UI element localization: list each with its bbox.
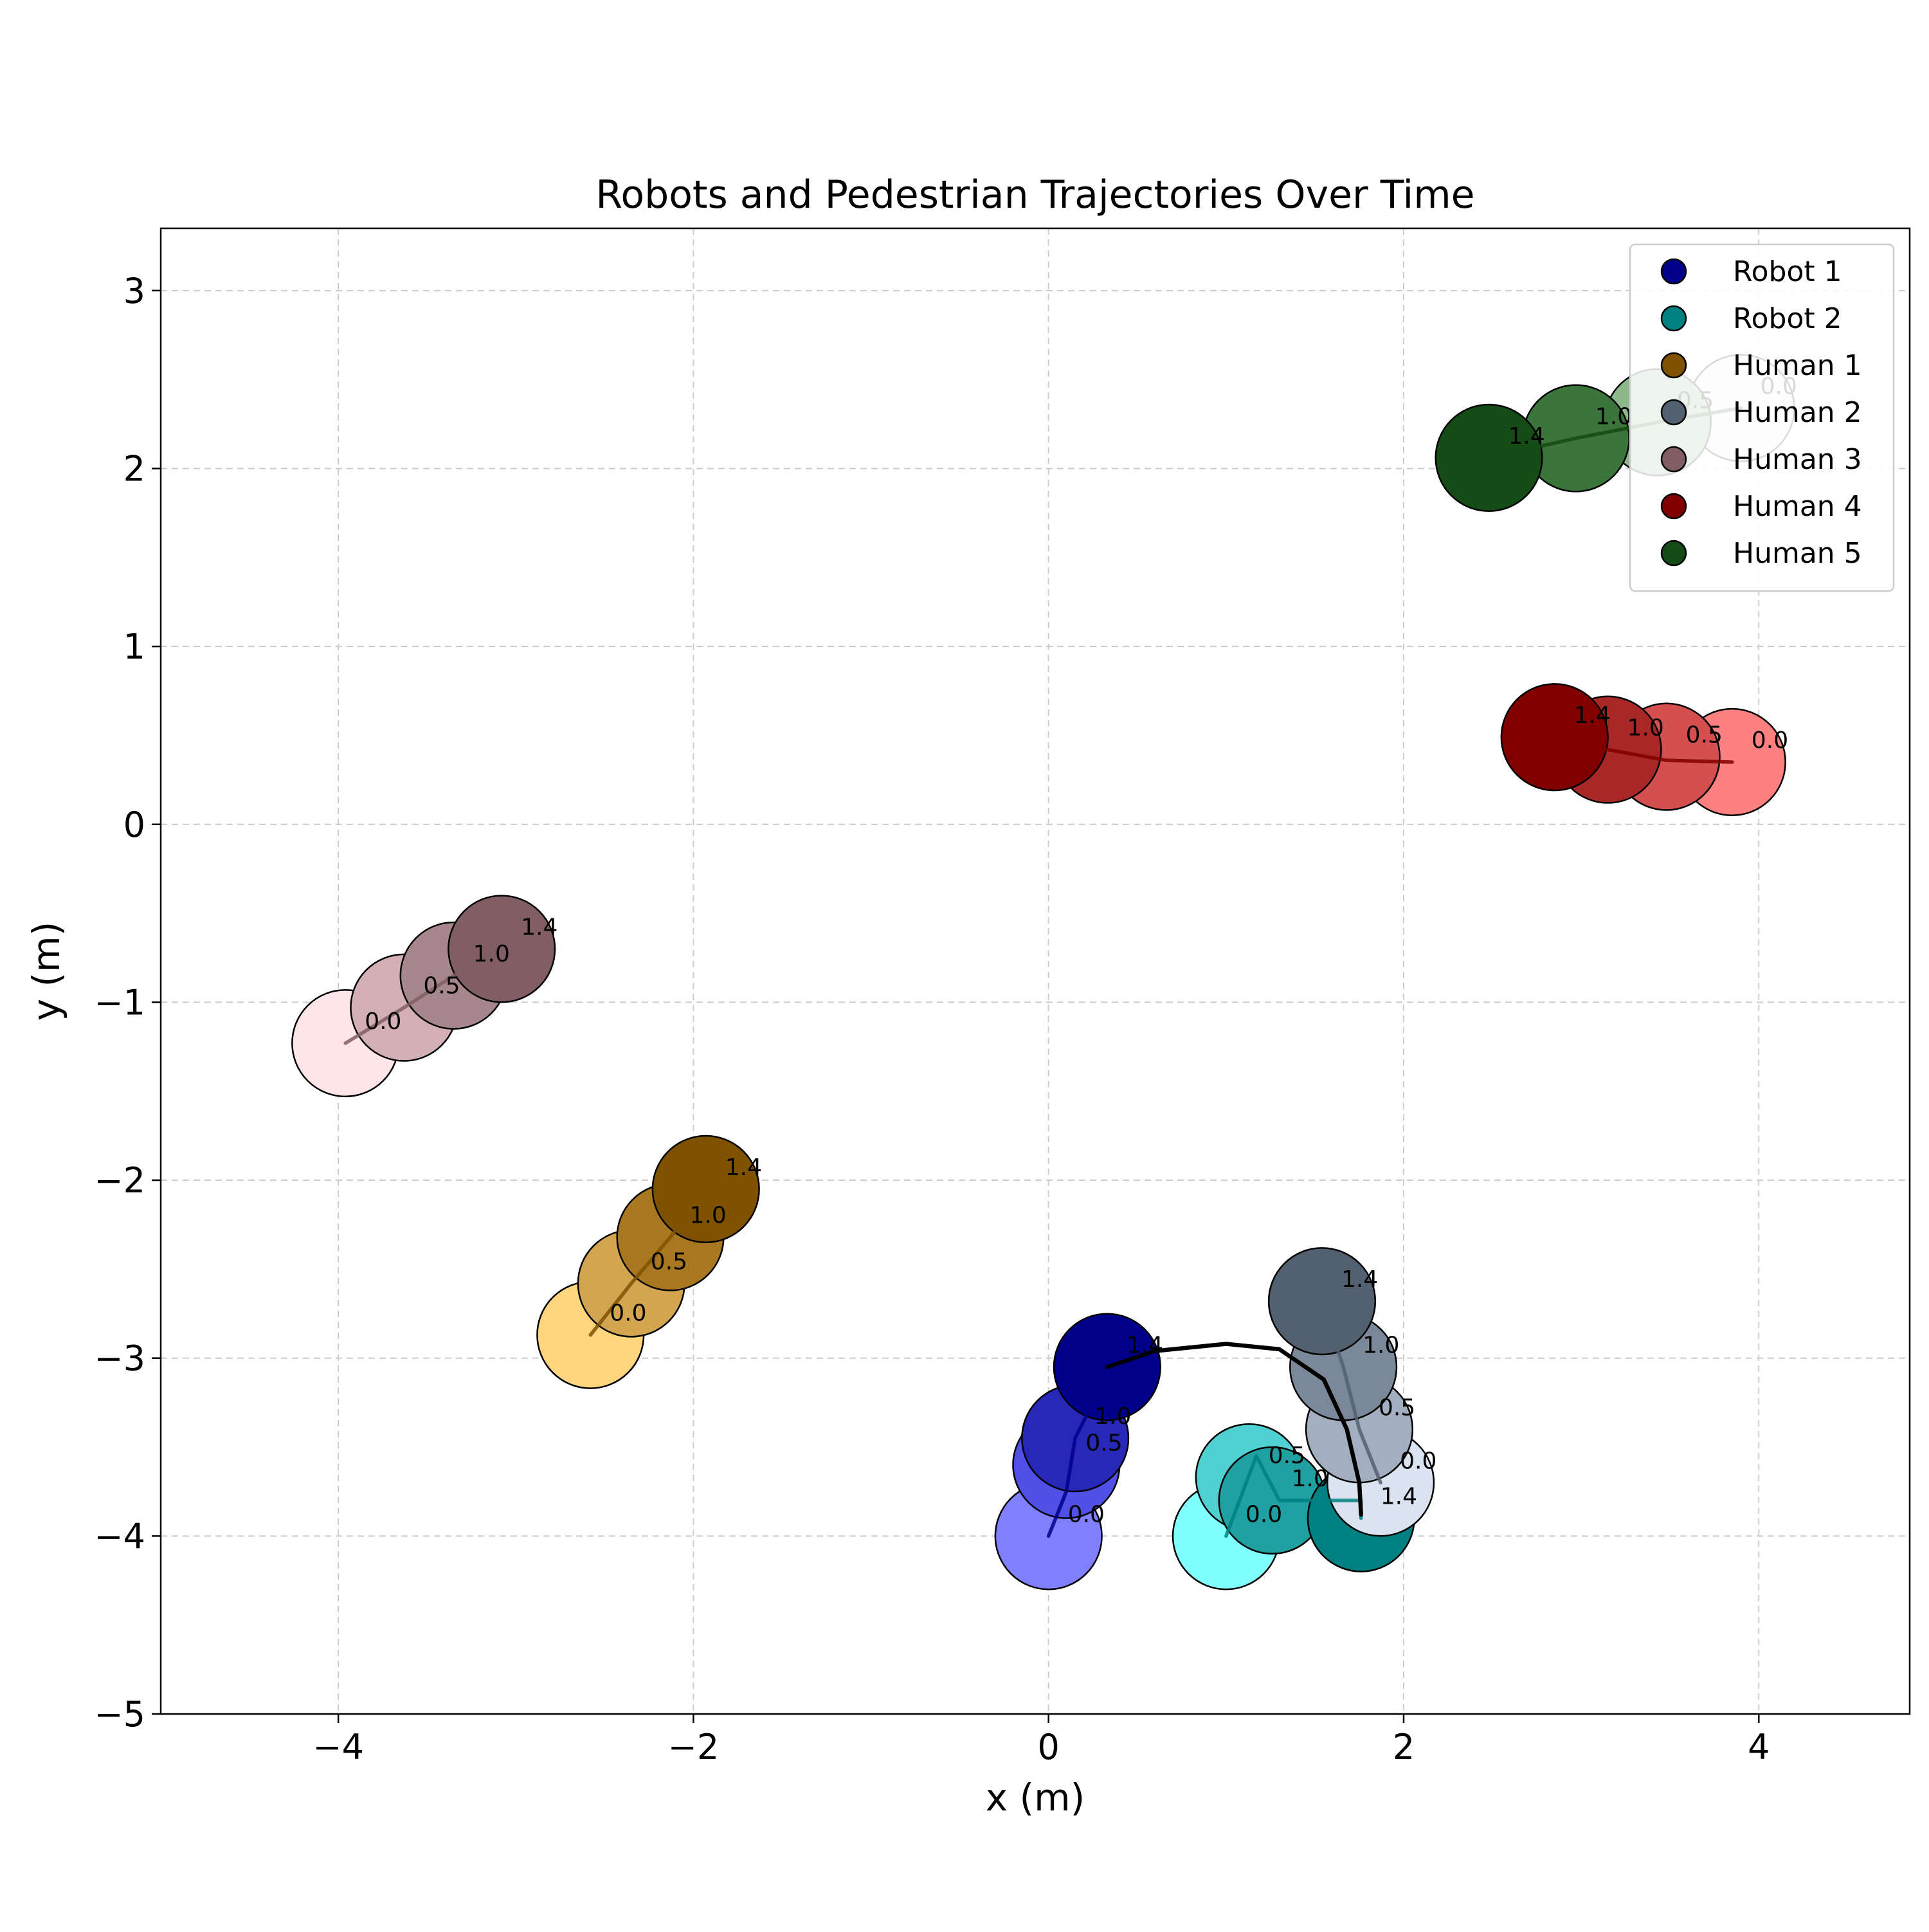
time-label: 1.0 [1363,1333,1399,1359]
time-label: 0.0 [1752,727,1788,754]
y-tick-label: −5 [94,1694,145,1735]
y-tick-label: 1 [123,626,145,667]
time-label: 1.4 [521,914,557,940]
legend: Robot 1 Robot 2 Human 1 Human 2 Human 3 Human… [1629,243,1895,592]
y-tick-label: −1 [94,982,145,1023]
legend-label: Robot 2 [1733,302,1842,335]
time-label: 1.0 [473,941,510,967]
time-label: 1.0 [1627,715,1664,742]
y-axis-label: y (m) [24,922,68,1021]
plot-frame [159,227,1911,1715]
x-tick-label: −2 [668,1727,720,1767]
time-label: 1.0 [1595,403,1632,430]
x-tick-label: 4 [1748,1727,1770,1767]
time-label: 1.4 [1341,1266,1378,1293]
trajectory-line [1046,1365,1109,1538]
legend-marker [1660,352,1687,379]
legend-label: Human 2 [1733,396,1862,429]
legend-label: Human 3 [1733,443,1862,476]
time-label: 0.5 [423,973,460,999]
x-tick-label: −4 [312,1727,364,1767]
time-label: 0.5 [1269,1443,1305,1469]
legend-label: Human 4 [1733,490,1862,523]
time-label: 0.0 [610,1300,646,1327]
legend-box [1629,243,1895,592]
series-human-2 [1267,1247,1435,1537]
time-label: 1.0 [1094,1403,1131,1430]
trajectory-line [343,947,503,1045]
time-label: 0.0 [365,1008,401,1035]
legend-label: Human 5 [1733,537,1862,570]
chart-title: Robots and Pedestrian Trajectories Over … [595,172,1474,217]
x-axis-label: x (m) [986,1776,1085,1819]
axis-ticks: −4 −2 0 2 4 −5 −4 −3 −2 −1 0 1 2 3 [94,271,1770,1767]
legend-marker [1660,446,1687,473]
time-label: 0.0 [1400,1448,1436,1474]
time-label: 1.0 [1292,1466,1328,1492]
legend-marker [1660,399,1687,426]
time-label: 0.5 [1686,722,1723,749]
planned-path-line [1105,1342,1363,1517]
time-label: 0.5 [1379,1394,1415,1421]
time-label: 1.4 [1508,423,1545,450]
legend-marker [1660,305,1687,332]
legend-label: Robot 1 [1733,255,1842,288]
legend-label: Human 1 [1733,349,1862,382]
y-tick-label: 0 [123,805,145,845]
x-tick-label: 0 [1038,1727,1060,1767]
legend-marker [1660,493,1687,520]
trajectory-line [1552,735,1734,764]
legend-marker [1660,540,1687,567]
y-tick-label: 3 [123,271,145,311]
time-label: 0.5 [1085,1430,1122,1457]
time-label: 1.4 [725,1154,762,1181]
time-label: 0.0 [1068,1501,1105,1527]
time-label: 1.4 [1127,1333,1163,1359]
legend-marker [1660,258,1687,285]
trajectory-line [1320,1299,1382,1485]
y-tick-label: −4 [94,1516,145,1556]
y-tick-label: −3 [94,1338,145,1379]
y-tick-label: −2 [94,1160,145,1201]
y-tick-label: 2 [123,448,145,489]
x-tick-label: 2 [1393,1727,1415,1767]
time-label: 0.0 [1245,1501,1282,1527]
time-label: 1.4 [1574,702,1611,729]
time-label: 0.5 [651,1249,687,1275]
time-label: 1.0 [690,1203,727,1229]
trajectory-line [588,1187,708,1337]
time-label: 1.4 [1381,1484,1417,1510]
